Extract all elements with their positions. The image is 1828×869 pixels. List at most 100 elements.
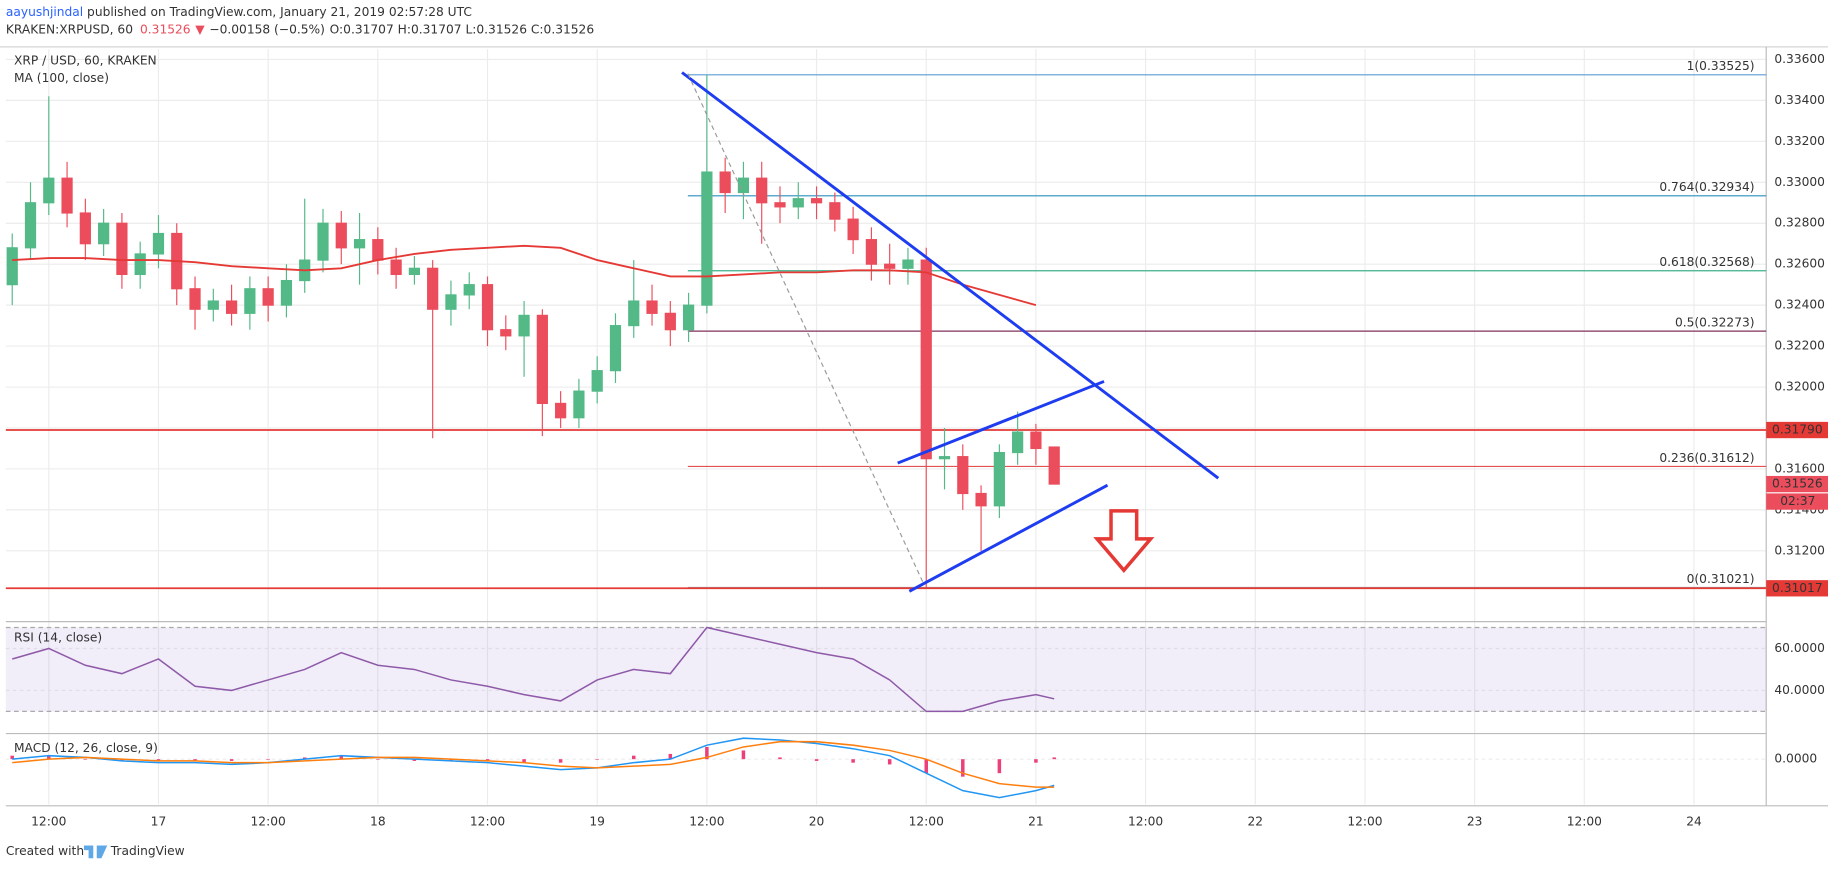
y-tick-label: 0.32400 (1774, 298, 1825, 312)
fib-label: 0.5(0.32273) (1675, 315, 1755, 329)
y-tick-label: 0.32200 (1774, 339, 1825, 353)
channel-upper (897, 380, 1105, 465)
candle-body (829, 202, 841, 220)
candle-body (555, 402, 567, 419)
candle-body (701, 171, 713, 306)
candle-body (189, 288, 201, 310)
candle-body (609, 325, 622, 372)
candle-body (792, 198, 804, 208)
footer-brand[interactable]: TradingView (110, 844, 185, 858)
fib-label: 0.236(0.31612) (1659, 451, 1754, 465)
level-tag: 0.31017 (1772, 581, 1823, 595)
ma-label: MA (100, close) (14, 71, 109, 85)
candle-body (463, 284, 475, 296)
macd-histogram-bar (120, 759, 124, 761)
x-tick-label: 12:00 (251, 815, 286, 829)
fib-connector (687, 73, 924, 584)
candle-body (774, 202, 786, 208)
y-tick-label: 60.0000 (1774, 641, 1825, 655)
candle-body (573, 390, 585, 419)
macd-line (12, 740, 1055, 788)
candle-body (591, 370, 603, 392)
x-tick-label: 22 (1247, 815, 1263, 829)
ohlc: O:0.31707 H:0.31707 L:0.31526 C:0.31526 (330, 22, 595, 36)
fib-label: 0.618(0.32568) (1659, 255, 1754, 269)
macd-histogram-bar (1034, 759, 1038, 763)
author[interactable]: aayushjindal (6, 4, 83, 18)
x-tick-label: 12:00 (1128, 815, 1163, 829)
y-tick-label: 0.32600 (1774, 257, 1825, 271)
candle-body (1048, 446, 1060, 485)
y-tick-label: 0.32800 (1774, 216, 1825, 230)
symbol: KRAKEN:XRPUSD, 60 (6, 22, 133, 36)
candle-body (847, 218, 859, 241)
macd-histogram-bar (376, 759, 380, 760)
candle-body (152, 232, 165, 255)
candle-body (938, 456, 951, 460)
countdown: 02:37 (1780, 494, 1815, 508)
brand-logo[interactable] (83, 845, 108, 859)
y-tick-label: 0.0000 (1774, 752, 1817, 766)
candle-body (79, 212, 91, 245)
y-tick-label: 0.31200 (1774, 543, 1825, 557)
grid (5, 49, 1767, 805)
candle-body (98, 222, 110, 245)
candle-body (390, 259, 402, 276)
x-tick-label: 21 (1028, 815, 1044, 829)
candle-body (317, 222, 329, 261)
rsi-line (12, 626, 1055, 713)
macd-histogram-bar (10, 755, 14, 760)
candle-body (993, 451, 1005, 507)
y-tick-label: 0.32000 (1774, 380, 1825, 394)
y-tick-label: 0.31600 (1774, 461, 1825, 475)
candle-body (244, 288, 256, 314)
macd-histogram-bar (193, 759, 197, 761)
candle-body (207, 300, 219, 310)
down-arrow (1093, 509, 1155, 574)
fib-label: 0(0.31021) (1687, 572, 1755, 586)
candle-body (116, 222, 128, 276)
last-price-tag-box (1766, 475, 1828, 493)
candle-body (353, 239, 366, 249)
level-tag-box (1766, 421, 1828, 439)
candle-body (6, 247, 18, 286)
candle-body (43, 177, 55, 204)
x-tick-label: 12:00 (1567, 815, 1602, 829)
candle-body (481, 284, 494, 331)
macd-histogram-bar (339, 755, 344, 760)
trend-line (681, 71, 1220, 480)
candle-body (427, 267, 439, 310)
candle-body (920, 259, 932, 460)
fib-label: 1(0.33525) (1687, 59, 1755, 73)
header: aayushjindal published on TradingView.co… (6, 4, 472, 18)
candle-body (335, 222, 347, 249)
level-tag-box (1766, 580, 1828, 597)
macd-histogram-bar (595, 759, 599, 760)
x-tick-label: 12:00 (689, 815, 724, 829)
y-tick-label: 40.0000 (1774, 683, 1825, 697)
candle-body (957, 456, 969, 495)
chart-title: XRP / USD, 60, KRAKEN (14, 53, 157, 67)
x-tick-label: 17 (151, 815, 167, 829)
candle-body (719, 171, 731, 194)
macd-histogram-bar (558, 759, 563, 763)
macd-title: MACD (12, 26, close, 9) (14, 741, 158, 755)
macd-histogram-bar (83, 759, 88, 760)
candle-body (646, 300, 658, 314)
candle-body (280, 279, 293, 306)
candle-body (865, 239, 878, 265)
footer-created: Created with (6, 844, 84, 858)
candle-body (225, 300, 238, 314)
candle-body (262, 288, 274, 306)
macd-histogram-bar (522, 759, 526, 763)
macd-histogram-bar (997, 759, 1002, 774)
candle-body (884, 263, 896, 269)
candle-body (536, 314, 548, 404)
candle-body (1012, 431, 1024, 454)
x-tick-label: 19 (589, 815, 605, 829)
x-tick-label: 23 (1467, 815, 1483, 829)
macd-histogram-bar (449, 759, 453, 761)
candle-body (902, 259, 914, 269)
